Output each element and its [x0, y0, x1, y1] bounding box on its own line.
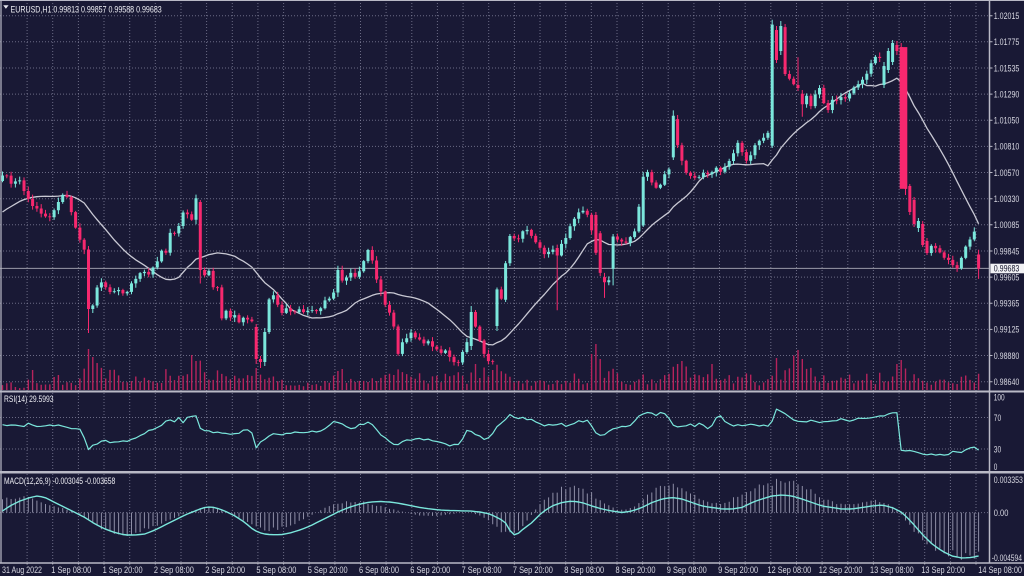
svg-text:0.98880: 0.98880: [994, 351, 1020, 361]
svg-text:0: 0: [994, 462, 998, 472]
svg-text:30: 30: [994, 444, 1001, 454]
svg-text:31 Aug 2022: 31 Aug 2022: [2, 565, 42, 575]
svg-text:1.01290: 1.01290: [994, 89, 1020, 99]
svg-text:9 Sep 08:00: 9 Sep 08:00: [667, 565, 707, 575]
svg-text:1.00810: 1.00810: [994, 142, 1020, 152]
svg-text:0.99845: 0.99845: [994, 246, 1020, 256]
svg-text:70: 70: [994, 413, 1001, 423]
svg-text:5 Sep 20:00: 5 Sep 20:00: [308, 565, 348, 575]
svg-text:7 Sep 08:00: 7 Sep 08:00: [462, 565, 502, 575]
svg-text:1.00085: 1.00085: [994, 220, 1020, 230]
svg-text:8 Sep 08:00: 8 Sep 08:00: [564, 565, 604, 575]
svg-text:1.01535: 1.01535: [994, 63, 1020, 73]
svg-text:0.00: 0.00: [994, 508, 1009, 518]
svg-text:MACD(12,26,9) -0.003045 -0.003: MACD(12,26,9) -0.003045 -0.003658: [4, 476, 115, 486]
svg-text:0.98640: 0.98640: [994, 377, 1020, 387]
svg-text:1.00570: 1.00570: [994, 168, 1020, 178]
svg-text:100: 100: [994, 393, 1005, 403]
svg-text:RSI(14) 29.5993: RSI(14) 29.5993: [4, 394, 54, 404]
svg-text:12 Sep 08:00: 12 Sep 08:00: [768, 565, 812, 575]
svg-text:13 Sep 20:00: 13 Sep 20:00: [921, 565, 965, 575]
svg-text:2 Sep 20:00: 2 Sep 20:00: [205, 565, 245, 575]
svg-text:0.003353: 0.003353: [994, 475, 1023, 485]
svg-text:1.00330: 1.00330: [994, 194, 1020, 204]
svg-text:2 Sep 08:00: 2 Sep 08:00: [154, 565, 194, 575]
svg-text:EURUSD,H1 0.99813 0.99857 0.9: EURUSD,H1 0.99813 0.99857 0.99588 0.9968…: [11, 5, 162, 15]
svg-text:0.99365: 0.99365: [994, 299, 1020, 309]
svg-text:1.01050: 1.01050: [994, 116, 1020, 126]
svg-text:13 Sep 08:00: 13 Sep 08:00: [870, 565, 914, 575]
svg-text:12 Sep 20:00: 12 Sep 20:00: [819, 565, 863, 575]
svg-text:0.99605: 0.99605: [994, 272, 1020, 282]
svg-text:1 Sep 20:00: 1 Sep 20:00: [103, 565, 143, 575]
svg-text:5 Sep 08:00: 5 Sep 08:00: [256, 565, 296, 575]
svg-text:8 Sep 20:00: 8 Sep 20:00: [616, 565, 656, 575]
svg-text:14 Sep 08:00: 14 Sep 08:00: [978, 565, 1022, 575]
svg-text:1.02015: 1.02015: [994, 11, 1020, 21]
svg-text:1 Sep 08:00: 1 Sep 08:00: [51, 565, 91, 575]
svg-text:6 Sep 20:00: 6 Sep 20:00: [410, 565, 450, 575]
svg-text:1.01775: 1.01775: [994, 37, 1020, 47]
svg-text:-0.004594: -0.004594: [992, 553, 1022, 563]
svg-text:7 Sep 20:00: 7 Sep 20:00: [513, 565, 553, 575]
svg-text:9 Sep 20:00: 9 Sep 20:00: [718, 565, 758, 575]
svg-text:0.99125: 0.99125: [994, 325, 1020, 335]
svg-text:6 Sep 08:00: 6 Sep 08:00: [359, 565, 399, 575]
svg-text:0.99683: 0.99683: [994, 264, 1020, 274]
